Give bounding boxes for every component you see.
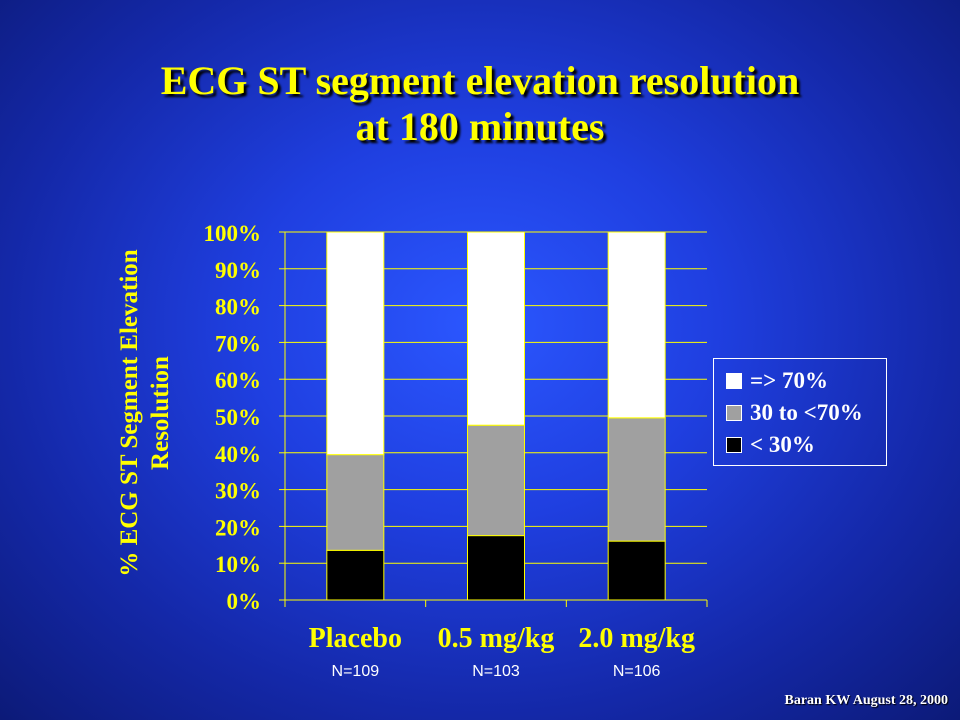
x-category-label: Placebo [309, 623, 402, 654]
bar-segment-high [326, 231, 385, 456]
bar-segment-high [467, 231, 525, 426]
chart-title-line-1: ECG ST segment elevation resolution [160, 58, 800, 103]
sample-size-label: N=109 [332, 663, 380, 680]
chart-legend: => 70% 30 to <70% < 30% [713, 358, 887, 466]
chart-title-line-2: at 180 minutes [355, 104, 605, 149]
legend-label-low: < 30% [750, 432, 815, 457]
bar-segment-low [467, 535, 525, 601]
sample-size-label: N=103 [472, 663, 520, 680]
legend-swatch-mid [726, 405, 742, 421]
sample-size-label: N=106 [613, 663, 661, 680]
legend-label-mid: 30 to <70% [750, 400, 863, 425]
citation-footnote: Baran KW August 28, 2000 [784, 693, 949, 708]
y-tick-label: 40% [215, 442, 261, 467]
y-tick-label: 50% [215, 405, 261, 430]
bar-segment-low [326, 549, 385, 601]
y-tick-label: 80% [215, 295, 261, 320]
y-tick-label: 10% [215, 552, 261, 577]
y-tick-label: 30% [215, 479, 261, 504]
y-tick-label: 20% [215, 515, 261, 540]
legend-label-high: => 70% [750, 368, 828, 393]
legend-swatch-high [726, 373, 742, 389]
y-tick-label: 100% [204, 221, 262, 246]
bar-segment-mid [467, 424, 525, 537]
y-tick-label: 90% [215, 258, 261, 283]
y-tick-label: 60% [215, 368, 261, 393]
bar-segment-high [607, 231, 666, 419]
x-category-label: 0.5 mg/kg [438, 623, 555, 654]
legend-swatch-low [726, 437, 742, 453]
legend-item-low: < 30% [726, 430, 815, 460]
bar-segment-low [607, 540, 666, 601]
y-tick-label: 0% [227, 589, 262, 614]
bar-segment-mid [326, 454, 385, 551]
legend-item-high: => 70% [726, 366, 828, 396]
y-tick-label: 70% [215, 331, 261, 356]
x-category-label: 2.0 mg/kg [578, 623, 695, 654]
chart-title: ECG ST segment elevation resolution at 1… [0, 58, 960, 150]
legend-item-mid: 30 to <70% [726, 398, 863, 428]
bar-segment-mid [607, 417, 666, 542]
